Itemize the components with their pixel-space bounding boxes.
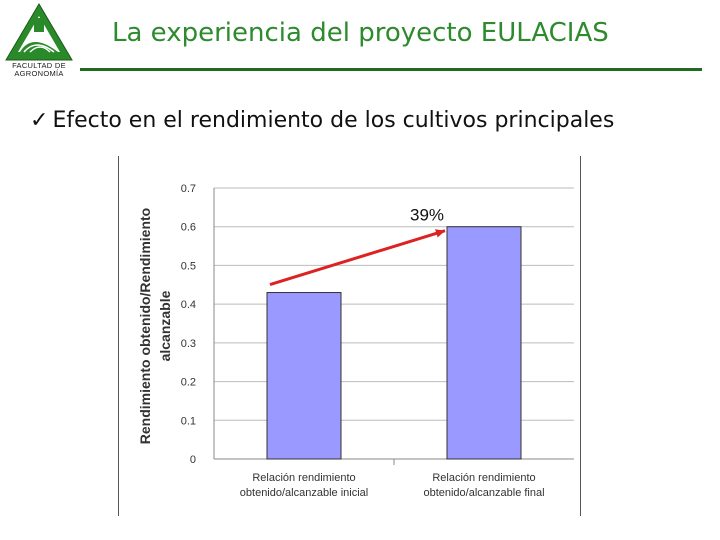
check-icon: ✓ [30, 108, 49, 133]
bullet-text: Efecto en el rendimiento de los cultivos… [52, 108, 615, 133]
bar [266, 292, 342, 460]
logo-caption-line2: AGRONOMÍA [14, 69, 64, 78]
y-tick-label: 0 [190, 454, 196, 466]
y-tick-label: 0.6 [181, 222, 196, 234]
increase-annotation: 39% [410, 206, 444, 225]
page-title: La experiencia del proyecto EULACIAS [112, 18, 609, 48]
y-tick-label: 0.1 [181, 415, 196, 427]
logo-caption: FACULTAD DE AGRONOMÍA [0, 62, 78, 78]
title-divider [80, 68, 702, 71]
y-tick-label: 0.2 [181, 377, 196, 389]
x-tick-label: obtenido/alcanzable inicial [240, 487, 368, 499]
y-tick-label: 0.7 [181, 183, 196, 195]
chart: 0 0.1 0.2 0.3 0.4 0.5 0.6 0.7 Rendimiento obteni… [118, 152, 582, 516]
faculty-logo [5, 3, 73, 61]
y-axis-label-line2: alcanzable [157, 290, 173, 361]
bar [446, 226, 522, 460]
x-tick-label: Relación rendimiento [432, 472, 535, 484]
y-tick-label: 0.5 [181, 260, 196, 272]
arrow-head [435, 229, 445, 238]
increase-arrow [269, 229, 446, 286]
y-axis-label-line1: Rendimiento obtenido/Rendimiento [137, 208, 153, 444]
bullet-point: ✓ Efecto en el rendimiento de los cultivo… [30, 108, 614, 133]
y-tick-label: 0.3 [181, 338, 196, 350]
x-tick-label: Relación rendimiento [252, 472, 355, 484]
y-tick-label: 0.4 [181, 299, 196, 311]
bar-chart: 0 0.1 0.2 0.3 0.4 0.5 0.6 0.7 Rendimiento obteni… [118, 156, 581, 516]
x-tick-label: obtenido/alcanzable final [423, 487, 544, 499]
logo-caption-line1: FACULTAD DE [12, 61, 66, 70]
